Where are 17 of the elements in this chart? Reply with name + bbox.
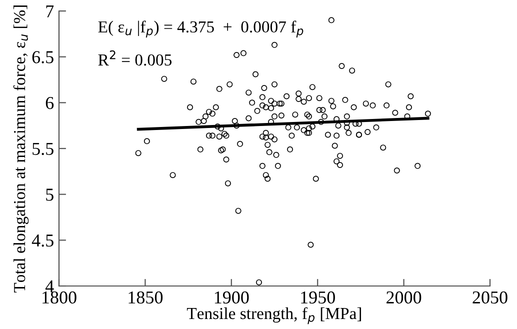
x-tick-label: 2000 bbox=[386, 291, 422, 304]
y-tick-label: 6 bbox=[46, 96, 54, 110]
annotation: E( ε$_{u}$ |f$_{p}$) = 4.375 + 0.0007 f$_{p}$ bbox=[98, 20, 304, 38]
y-tick-label: 6.5 bbox=[32, 51, 54, 64]
x-tick-label: 1900 bbox=[214, 291, 249, 304]
y-tick-label: 4.5 bbox=[32, 234, 54, 247]
x-tick-label: 1800 bbox=[42, 291, 76, 304]
x-axis-title: Tensile strength, f$_{p}$ [MPa] bbox=[186, 307, 362, 324]
y-tick-label: 5.5 bbox=[32, 142, 54, 156]
x-tick-label: 1850 bbox=[128, 291, 163, 304]
x-tick-label: 1950 bbox=[301, 291, 335, 304]
y-tick-label: 5 bbox=[46, 188, 54, 201]
x-tick-label: 2050 bbox=[472, 291, 508, 304]
y-axis-title: Total elongation at maximum force, ε$_{u}$ [%] bbox=[13, 6, 29, 293]
y-tick-label: 4 bbox=[45, 280, 54, 292]
annotation: R$^{2}$ = 0.005 bbox=[98, 50, 172, 66]
y-tick-label: 7 bbox=[46, 5, 54, 18]
